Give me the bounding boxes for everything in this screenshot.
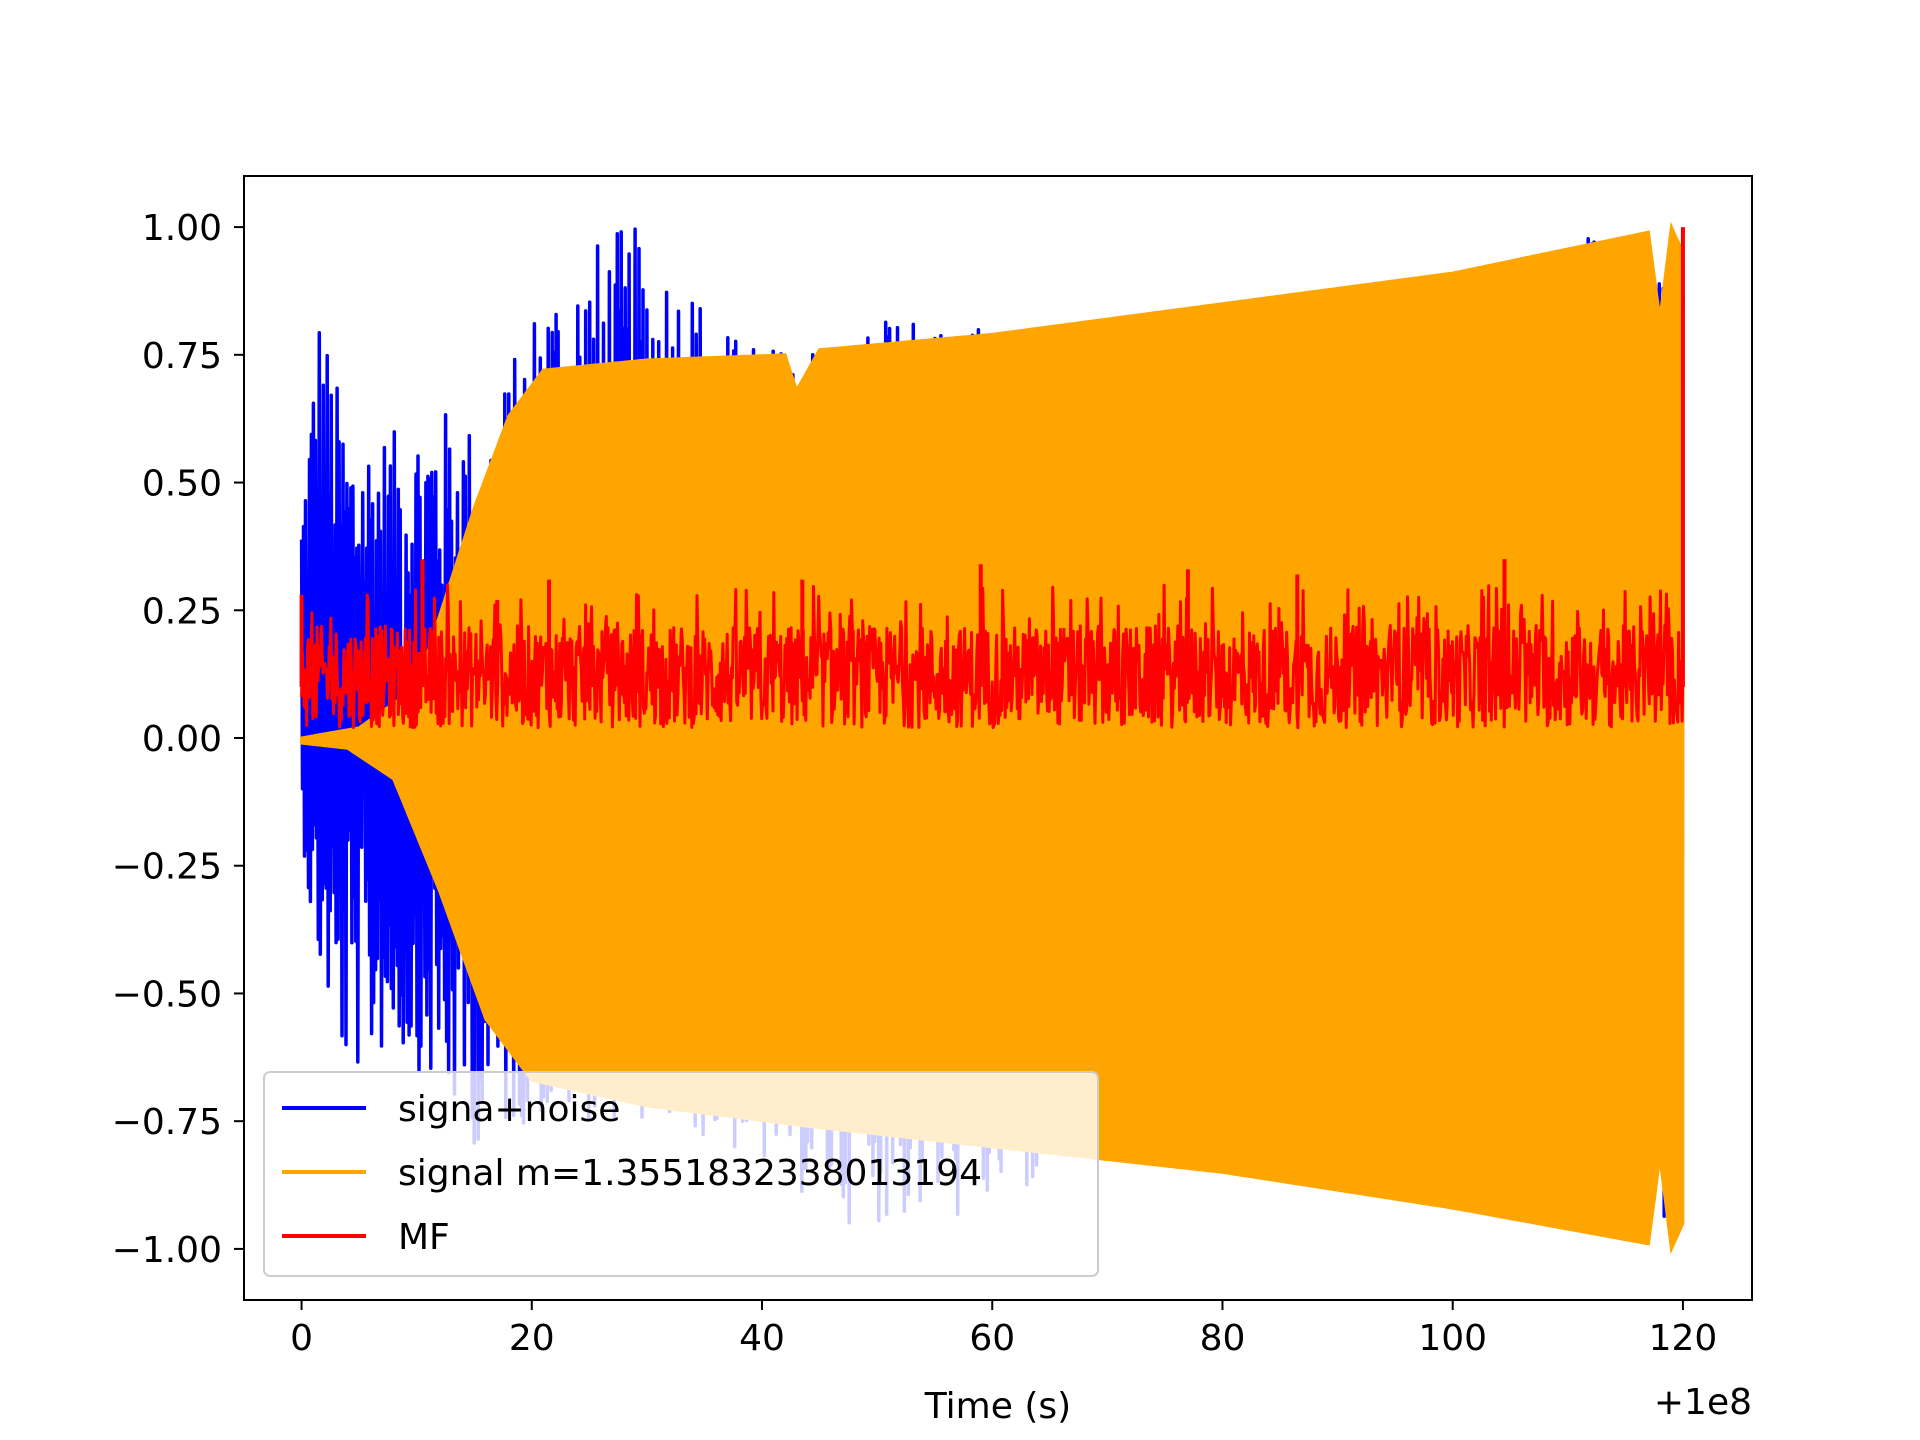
series-mf-line	[300, 583, 1685, 730]
x-offset-label: +1e8	[1654, 1382, 1752, 1423]
legend-label: signa+noise	[398, 1089, 620, 1130]
y-tick-label: 0.25	[142, 591, 222, 632]
y-tick-label: 0.50	[142, 464, 222, 505]
x-tick-label: 20	[509, 1318, 555, 1359]
series-layer	[299, 221, 1685, 1255]
y-tick-label: 0.00	[142, 719, 222, 760]
x-tick-label: 100	[1418, 1318, 1487, 1359]
y-tick-label: −1.00	[112, 1230, 222, 1271]
x-tick-label: 0	[290, 1318, 313, 1359]
legend-label: MF	[398, 1217, 450, 1258]
x-tick-label: 60	[969, 1318, 1015, 1359]
y-tick-label: 1.00	[142, 208, 222, 249]
y-tick-label: 0.75	[142, 336, 222, 377]
y-tick-label: −0.50	[112, 974, 222, 1015]
x-tick-label: 120	[1649, 1318, 1718, 1359]
legend: signa+noise signal m=1.3551832338013194 MF	[263, 1071, 1099, 1277]
y-tick-label: −0.25	[112, 847, 222, 888]
x-tick-label: 80	[1200, 1318, 1246, 1359]
y-axis: 1.00 0.75 0.50 0.25 0.00 −0.25 −0.50 −0.75 −1.00	[112, 208, 244, 1271]
legend-box	[263, 1071, 1099, 1277]
legend-label: signal m=1.3551832338013194	[398, 1153, 982, 1194]
x-axis-label: Time (s)	[924, 1386, 1071, 1427]
x-axis: 0 20 40 60 80 100 120	[290, 1300, 1717, 1359]
y-tick-label: −0.75	[112, 1102, 222, 1143]
x-tick-label: 40	[739, 1318, 785, 1359]
